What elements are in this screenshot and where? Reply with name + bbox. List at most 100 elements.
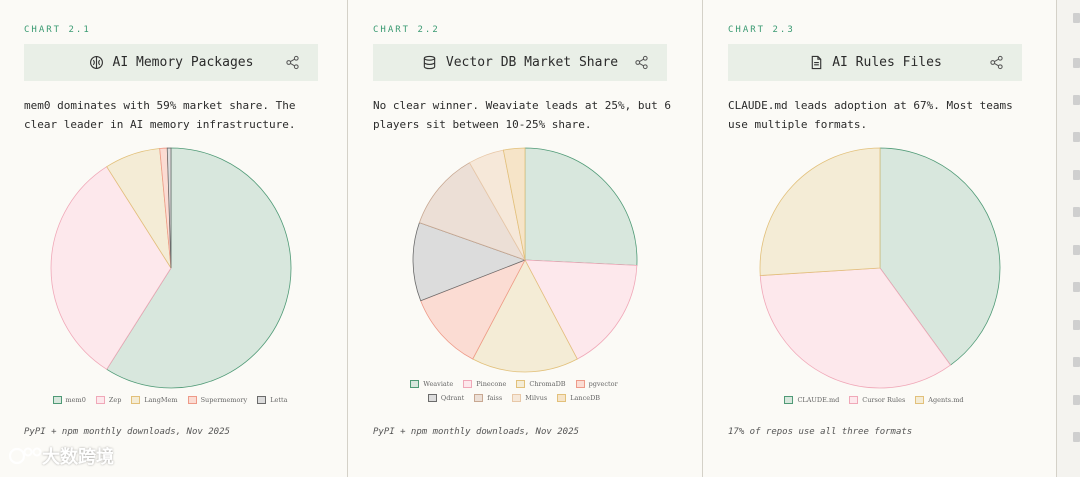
chart-title-bar: Vector DB Market Share bbox=[373, 44, 667, 81]
scroll-marker bbox=[1073, 170, 1080, 180]
pie-chart bbox=[50, 147, 292, 389]
legend-item[interactable]: LanceDB bbox=[557, 394, 600, 402]
scroll-marker bbox=[1073, 282, 1080, 292]
share-icon[interactable] bbox=[634, 55, 649, 70]
legend-label: ChromaDB bbox=[529, 380, 566, 388]
legend-label: Agents.md bbox=[928, 396, 964, 404]
share-icon[interactable] bbox=[989, 55, 1004, 70]
pie-slice-zep bbox=[50, 166, 172, 370]
pie-slice-mem0 bbox=[106, 147, 292, 389]
legend-item[interactable]: LangMem bbox=[131, 396, 178, 404]
legend-item[interactable]: Weaviate bbox=[410, 380, 453, 388]
chart-legend: Weaviate Pinecone ChromaDB pgvector Qdrant fa… bbox=[394, 380, 634, 402]
chart-source-note: PyPI + npm monthly downloads, Nov 2025 bbox=[373, 427, 579, 437]
pie-slice-faiss bbox=[418, 162, 526, 261]
brain-icon bbox=[89, 55, 105, 71]
legend-swatch bbox=[557, 394, 567, 402]
chart-title: Vector DB Market Share bbox=[445, 55, 619, 70]
panel-divider bbox=[347, 0, 348, 477]
scroll-marker bbox=[1073, 58, 1080, 68]
chart-description: No clear winner. Weaviate leads at 25%, … bbox=[373, 99, 672, 131]
legend-swatch bbox=[575, 380, 585, 388]
chart-title-bar: AI Rules Files bbox=[728, 44, 1022, 81]
legend-label: pgvector bbox=[588, 380, 618, 388]
legend-swatch bbox=[915, 396, 925, 404]
legend-label: Pinecone bbox=[476, 380, 507, 388]
chart-description: CLAUDE.md leads adoption at 67%. Most te… bbox=[728, 99, 1013, 131]
legend-swatch bbox=[95, 396, 105, 404]
scroll-marker bbox=[1073, 132, 1080, 142]
legend-item[interactable]: CLAUDE.md bbox=[784, 396, 839, 404]
chart-panel-vector-db: CHART 2.2 Vector DB Market Share No clea… bbox=[349, 0, 702, 477]
pie-slice-lancedb bbox=[502, 147, 526, 261]
chart-description: mem0 dominates with 59% market share. Th… bbox=[24, 99, 296, 131]
legend-swatch bbox=[849, 396, 859, 404]
chart-legend: mem0 Zep LangMem Supermemory Letta bbox=[10, 396, 330, 404]
legend-label: Qdrant bbox=[440, 394, 465, 402]
pie-slice-claude-md bbox=[879, 147, 1001, 366]
pie-slice-letta bbox=[166, 147, 172, 269]
legend-swatch bbox=[463, 380, 473, 388]
legend-label: CLAUDE.md bbox=[797, 396, 840, 404]
watermark-text: 大数跨境 bbox=[42, 447, 114, 468]
pie-chart bbox=[759, 147, 1001, 389]
legend-swatch bbox=[784, 396, 794, 404]
legend-swatch bbox=[187, 396, 197, 404]
chart-title-bar: AI Memory Packages bbox=[24, 44, 318, 81]
legend-swatch bbox=[512, 394, 522, 402]
scroll-marker bbox=[1073, 207, 1080, 217]
watermark-icon bbox=[8, 447, 42, 465]
share-icon[interactable] bbox=[285, 55, 300, 70]
pie-chart bbox=[412, 147, 638, 373]
legend-label: Letta bbox=[270, 396, 288, 404]
scroll-marker bbox=[1073, 395, 1080, 405]
scroll-marker bbox=[1073, 95, 1080, 105]
pie-slice-weaviate bbox=[524, 147, 638, 266]
chart-panel-memory-packages: CHART 2.1 AI Memory Packages mem0 domina… bbox=[0, 0, 347, 477]
chart-title: AI Rules Files bbox=[832, 55, 942, 70]
legend-item[interactable]: Zep bbox=[95, 396, 121, 404]
legend-label: mem0 bbox=[65, 396, 86, 404]
scrollbar-track[interactable] bbox=[1057, 0, 1080, 477]
legend-item[interactable]: Letta bbox=[257, 396, 287, 404]
chart-number-label: CHART 2.2 bbox=[373, 25, 440, 35]
legend-item[interactable]: faiss bbox=[474, 394, 502, 402]
scroll-marker bbox=[1073, 13, 1080, 23]
legend-swatch bbox=[410, 380, 420, 388]
panel-divider bbox=[702, 0, 703, 477]
pie-slice-pinecone bbox=[524, 259, 638, 360]
legend-item[interactable]: ChromaDB bbox=[516, 380, 566, 388]
pie-slice-pgvector bbox=[420, 259, 526, 360]
chart-number-label: CHART 2.1 bbox=[24, 25, 91, 35]
legend-swatch bbox=[474, 394, 484, 402]
legend-label: Weaviate bbox=[423, 380, 454, 388]
legend-swatch bbox=[52, 396, 62, 404]
chart-source-note: PyPI + npm monthly downloads, Nov 2025 bbox=[24, 427, 230, 437]
legend-item[interactable]: Agents.md bbox=[915, 396, 964, 404]
chart-source-note: 17% of repos use all three formats bbox=[728, 427, 913, 437]
pie-slice-cursor-rules bbox=[759, 267, 952, 389]
database-icon bbox=[422, 55, 438, 71]
legend-label: Supermemory bbox=[200, 396, 248, 404]
legend-item[interactable]: Cursor Rules bbox=[849, 396, 905, 404]
legend-swatch bbox=[257, 396, 267, 404]
legend-label: LangMem bbox=[144, 396, 178, 404]
scroll-marker bbox=[1073, 320, 1080, 330]
legend-item[interactable]: Pinecone bbox=[463, 380, 506, 388]
scroll-marker bbox=[1073, 245, 1080, 255]
chart-number-label: CHART 2.3 bbox=[728, 25, 795, 35]
panel-divider bbox=[1056, 0, 1057, 477]
legend-item[interactable]: pgvector bbox=[575, 380, 618, 388]
legend-item[interactable]: Qdrant bbox=[427, 394, 465, 402]
document-icon bbox=[808, 55, 824, 71]
chart-legend: CLAUDE.md Cursor Rules Agents.md bbox=[714, 396, 1034, 404]
pie-slice-agents-md bbox=[759, 147, 881, 276]
legend-item[interactable]: Supermemory bbox=[187, 396, 248, 404]
watermark-logo: 大数跨境 bbox=[8, 443, 114, 469]
legend-item[interactable]: mem0 bbox=[52, 396, 86, 404]
legend-label: Cursor Rules bbox=[862, 396, 906, 404]
pie-slice-chromadb bbox=[472, 259, 578, 373]
scroll-marker bbox=[1073, 432, 1080, 442]
legend-item[interactable]: Milvus bbox=[512, 394, 547, 402]
chart-title: AI Memory Packages bbox=[112, 55, 254, 70]
